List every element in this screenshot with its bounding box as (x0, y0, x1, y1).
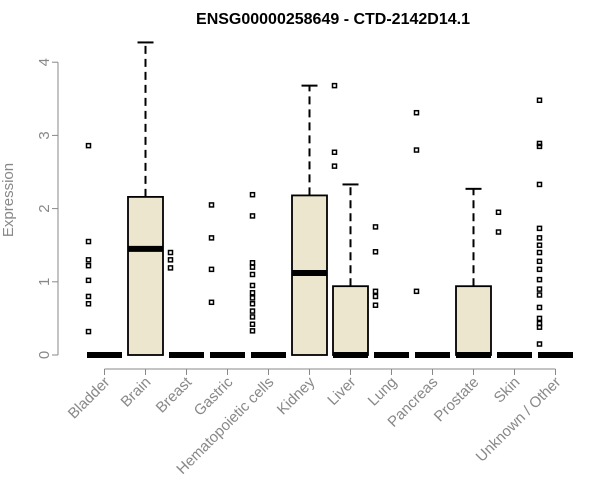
outlier-point (85, 262, 92, 269)
box-group (167, 249, 204, 358)
outlier-point (536, 140, 543, 147)
x-tick-label: Brain (118, 374, 155, 411)
outlier-point (536, 266, 543, 273)
outlier-point (536, 286, 543, 292)
outlier-point (249, 271, 256, 278)
outlier-point (208, 266, 215, 273)
outlier-point (372, 302, 379, 308)
box-group (413, 109, 450, 358)
outlier-point (536, 249, 543, 256)
outlier-point (249, 260, 256, 266)
outlier-point (372, 293, 379, 300)
outlier-point (331, 149, 338, 155)
box-body (455, 285, 492, 356)
box-group (372, 224, 409, 358)
outlier-point (85, 238, 92, 245)
boxes-group (85, 41, 573, 358)
outlier-point (495, 229, 502, 235)
outlier-point (249, 301, 256, 307)
outlier-point (536, 97, 543, 104)
outlier-point (167, 249, 174, 256)
outlier-point (85, 257, 92, 263)
x-tick-label: Liver (324, 374, 359, 409)
box-group (331, 82, 369, 358)
outlier-point (249, 314, 256, 320)
x-tick-label: Lung (365, 374, 401, 410)
outlier-point (536, 315, 543, 322)
outlier-point (536, 292, 543, 298)
outlier-point (536, 181, 543, 188)
chart-title: ENSG00000258649 - CTD-2142D14.1 (196, 11, 470, 28)
outlier-point (536, 304, 543, 311)
outlier-point (85, 328, 92, 335)
outlier-point (249, 213, 256, 219)
outlier-point (536, 341, 543, 347)
y-tick-label: 3 (36, 131, 53, 139)
outlier-point (208, 235, 215, 241)
box-group (495, 209, 532, 358)
box-group (291, 84, 328, 356)
outlier-point (372, 288, 379, 295)
y-tick-label: 4 (36, 58, 53, 66)
box-body (332, 285, 369, 356)
outlier-point (536, 242, 543, 248)
outlier-point (536, 143, 543, 150)
box-group (249, 191, 286, 358)
y-tick-label: 0 (36, 351, 53, 359)
outlier-point (536, 225, 543, 232)
outlier-point (331, 82, 338, 89)
box-body (127, 195, 164, 356)
box-group (455, 187, 492, 358)
x-tick-label: Prostate (431, 374, 483, 426)
outlier-point (249, 328, 256, 334)
y-axis-label: Expression (0, 163, 17, 237)
outlier-point (372, 224, 379, 230)
outlier-point (536, 235, 543, 241)
x-tick-label: Breast (153, 373, 196, 416)
outlier-point (413, 109, 420, 116)
box-group (127, 41, 164, 356)
outlier-point (331, 163, 338, 169)
outlier-point (167, 257, 174, 263)
box-group (536, 97, 573, 358)
x-tick-label: Kidney (274, 373, 319, 418)
outlier-point (249, 282, 256, 289)
x-tick-label: Bladder (65, 374, 114, 423)
outlier-point (249, 264, 256, 270)
outlier-point (536, 276, 543, 283)
outlier-point (249, 191, 256, 198)
x-tick-label: Skin (491, 374, 524, 407)
box-group (85, 142, 122, 358)
outlier-point (536, 324, 543, 330)
outlier-point (85, 277, 92, 284)
outlier-point (413, 147, 420, 153)
box-group (208, 202, 245, 358)
outlier-point (85, 293, 92, 300)
outlier-point (249, 308, 256, 314)
outlier-point (208, 299, 215, 306)
outlier-point (249, 295, 256, 301)
outlier-point (372, 249, 379, 255)
outlier-point (208, 202, 215, 208)
y-tick-label: 1 (36, 278, 53, 286)
outlier-point (249, 290, 256, 296)
axes-group: 0 1 2 3 4 (36, 58, 556, 375)
outlier-point (495, 209, 502, 216)
outlier-point (85, 142, 92, 149)
outlier-point (167, 265, 174, 271)
outlier-point (536, 258, 543, 265)
outlier-point (249, 321, 256, 328)
y-tick-label: 2 (36, 204, 53, 212)
outlier-point (85, 301, 92, 307)
outlier-point (413, 288, 420, 295)
